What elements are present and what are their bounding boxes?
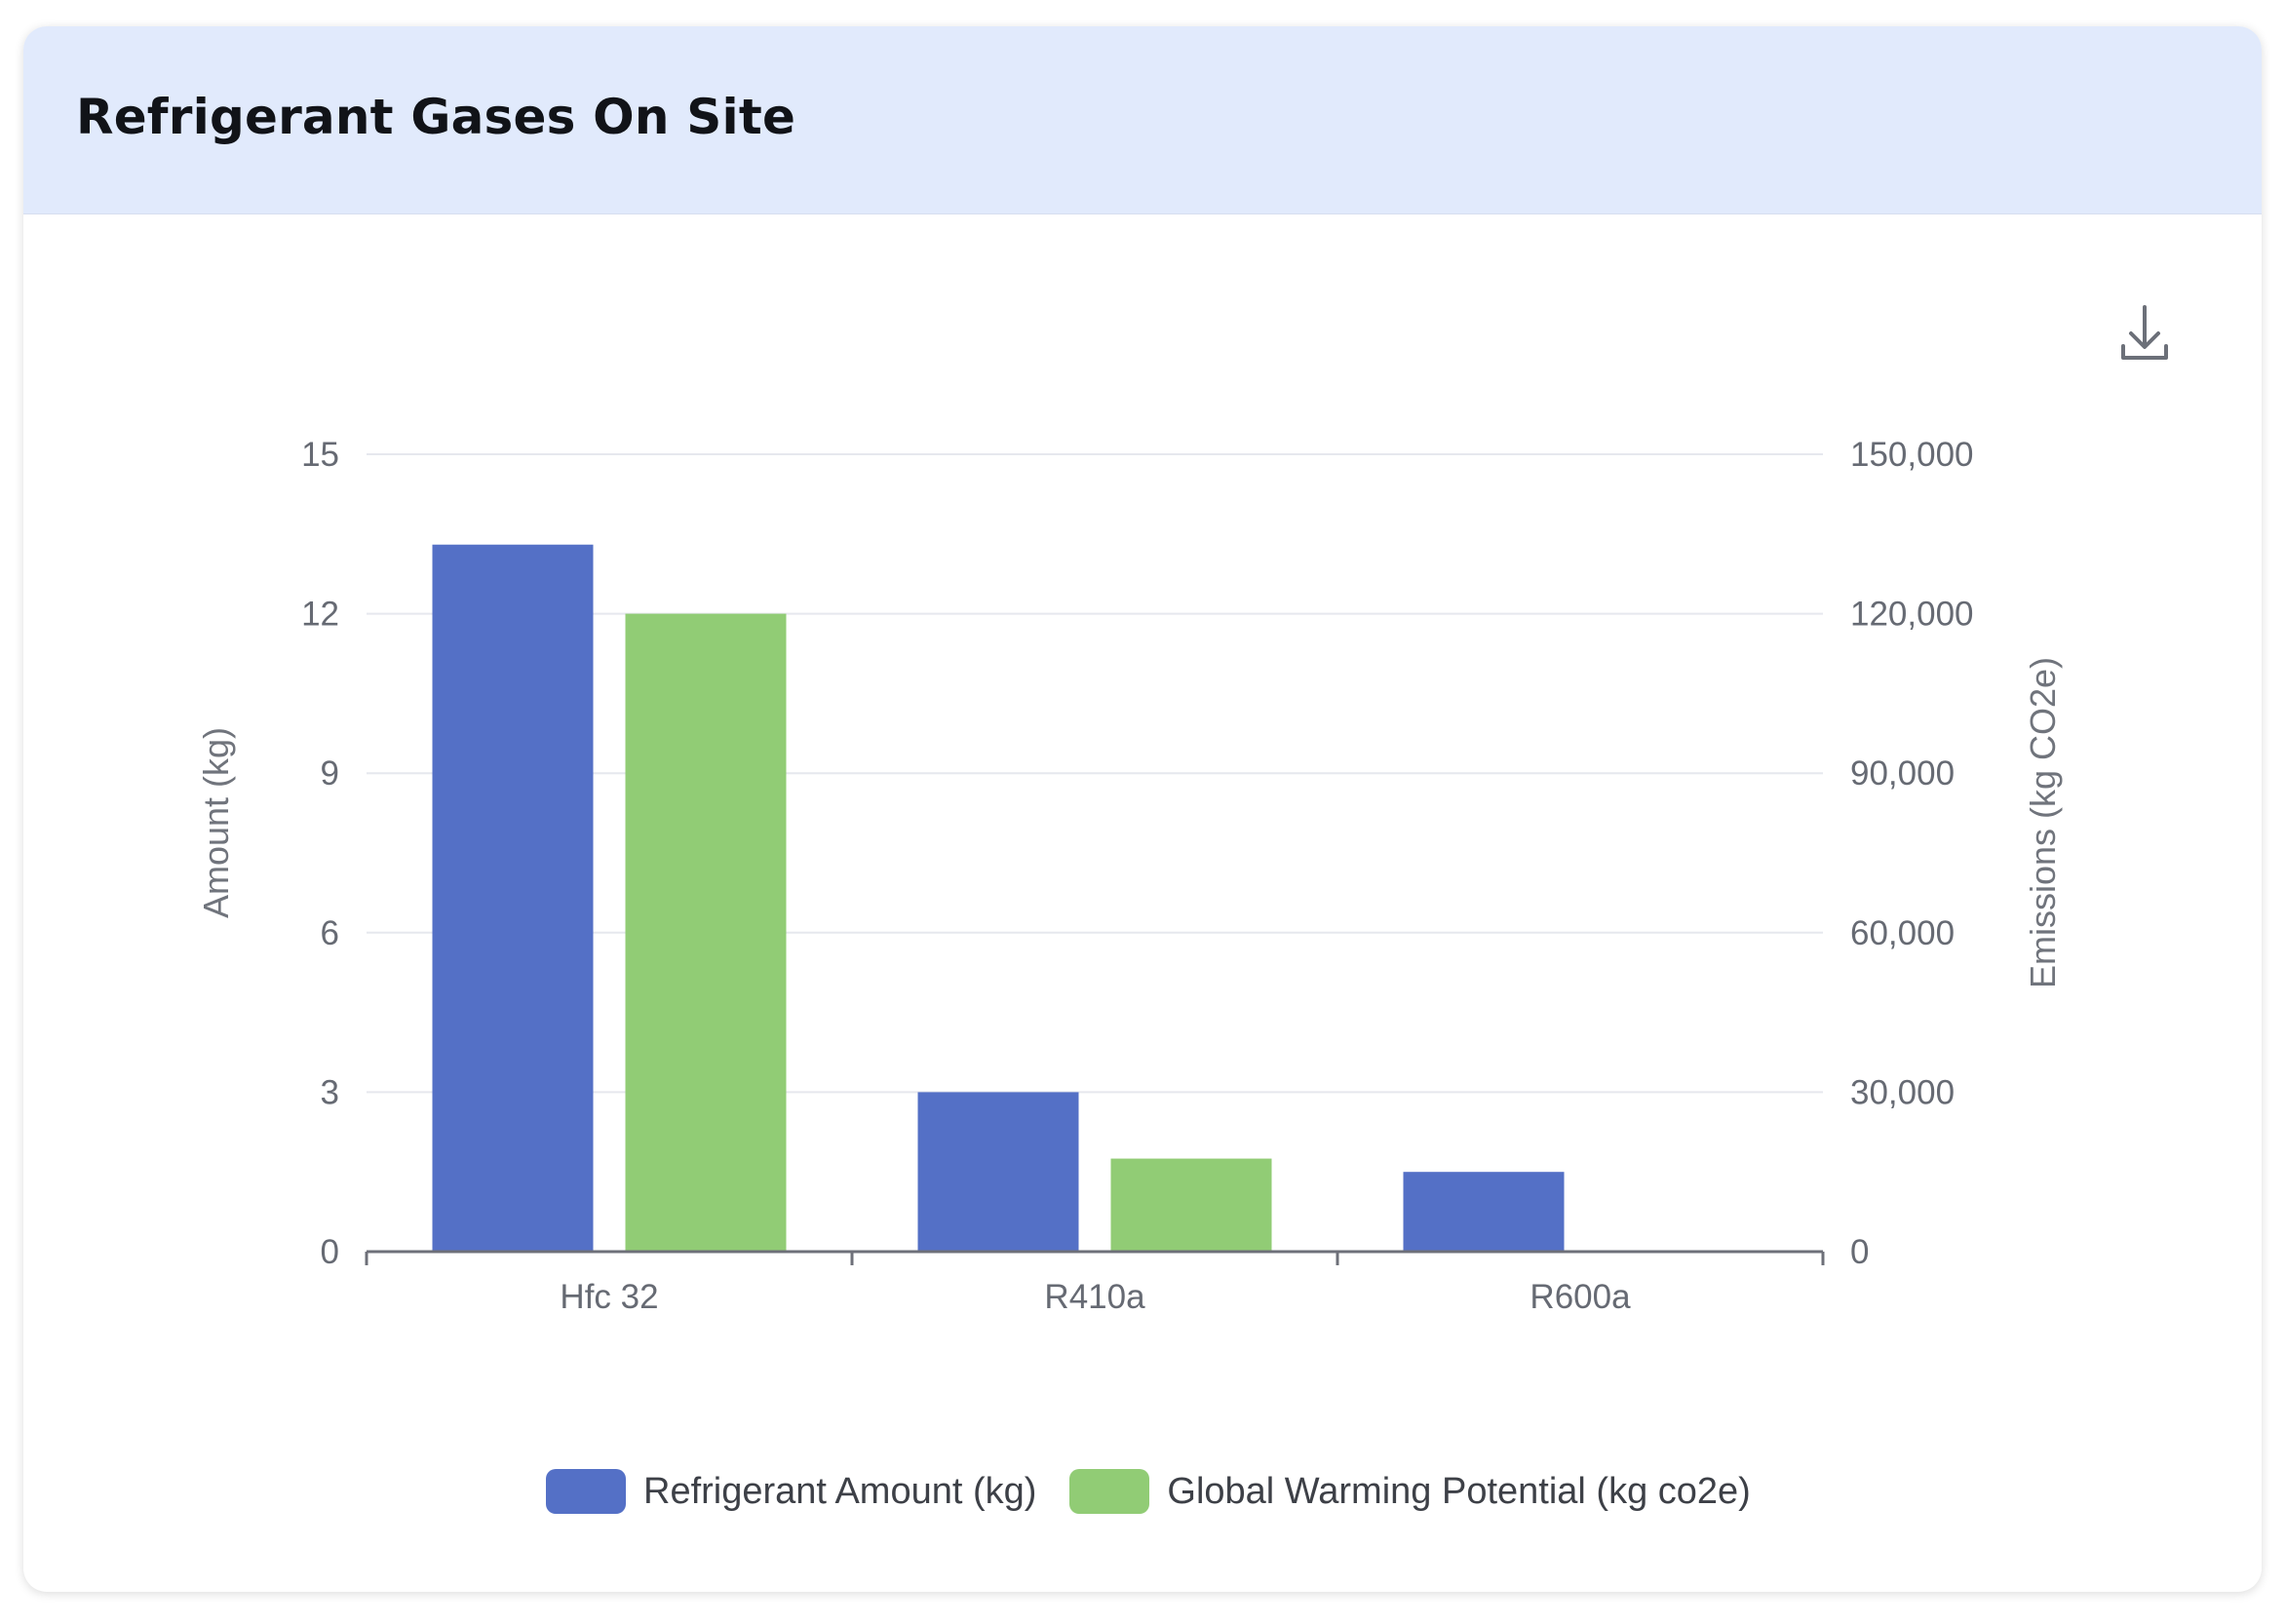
y-right-tick-labels: 0 30,000 60,000 90,000 120,000 150,000 (1850, 436, 1974, 1271)
bar-global-warming-potential[interactable] (1110, 1158, 1272, 1252)
y-left-tick-label: 12 (301, 596, 339, 634)
y-right-axis-title: Emissions (kg CO2e) (2023, 657, 2063, 988)
legend: Refrigerant Amount (kg) Global Warming P… (546, 1467, 1784, 1516)
y-right-tick-label: 60,000 (1850, 914, 1955, 952)
y-left-tick-label: 0 (321, 1233, 339, 1271)
download-button[interactable] (2110, 299, 2180, 369)
y-left-tick-label: 3 (321, 1073, 339, 1111)
bars (432, 544, 1565, 1252)
card-header: Refrigerant Gases On Site (23, 26, 2262, 214)
chart-canvas: 0 3 6 9 12 15 0 30,000 60,000 90,000 120,000 150,0… (196, 436, 2063, 1316)
y-right-tick-label: 150,000 (1850, 436, 1974, 474)
gridlines (367, 453, 1823, 1094)
y-left-tick-label: 15 (301, 436, 339, 474)
bar-global-warming-potential[interactable] (625, 613, 787, 1252)
y-left-axis-title: Amount (kg) (196, 727, 236, 918)
y-right-tick-label: 90,000 (1850, 754, 1955, 793)
bar-refrigerant-amount[interactable] (1403, 1172, 1565, 1252)
x-tick-labels: Hfc 32 R410a R600a (560, 1278, 1631, 1316)
legend-swatch-refrigerant-amount (546, 1469, 626, 1514)
y-left-tick-labels: 0 3 6 9 12 15 (301, 436, 339, 1271)
x-tick-label: R410a (1044, 1278, 1145, 1316)
y-right-tick-label: 30,000 (1850, 1073, 1955, 1111)
legend-label-global-warming-potential: Global Warming Potential (kg co2e) (1167, 1470, 1751, 1512)
legend-item-global-warming-potential[interactable]: Global Warming Potential (kg co2e) (1069, 1469, 1751, 1514)
y-left-tick-label: 9 (321, 754, 339, 793)
x-tick-label: R600a (1530, 1278, 1631, 1316)
x-tick-label: Hfc 32 (560, 1278, 658, 1316)
download-icon (2121, 305, 2168, 360)
y-left-tick-label: 6 (321, 914, 339, 952)
card-title: Refrigerant Gases On Site (76, 89, 796, 145)
y-right-tick-label: 120,000 (1850, 596, 1974, 634)
legend-item-refrigerant-amount[interactable]: Refrigerant Amount (kg) (546, 1469, 1036, 1514)
legend-swatch-global-warming-potential (1069, 1469, 1150, 1514)
bar-refrigerant-amount[interactable] (432, 544, 594, 1252)
bar-refrigerant-amount[interactable] (917, 1092, 1079, 1252)
y-right-tick-label: 0 (1850, 1233, 1869, 1271)
chart-card: Refrigerant Gases On Site 0 3 6 9 12 15 0 30,0… (23, 26, 2262, 1592)
legend-label-refrigerant-amount: Refrigerant Amount (kg) (643, 1470, 1037, 1512)
x-axis (365, 1250, 1825, 1265)
